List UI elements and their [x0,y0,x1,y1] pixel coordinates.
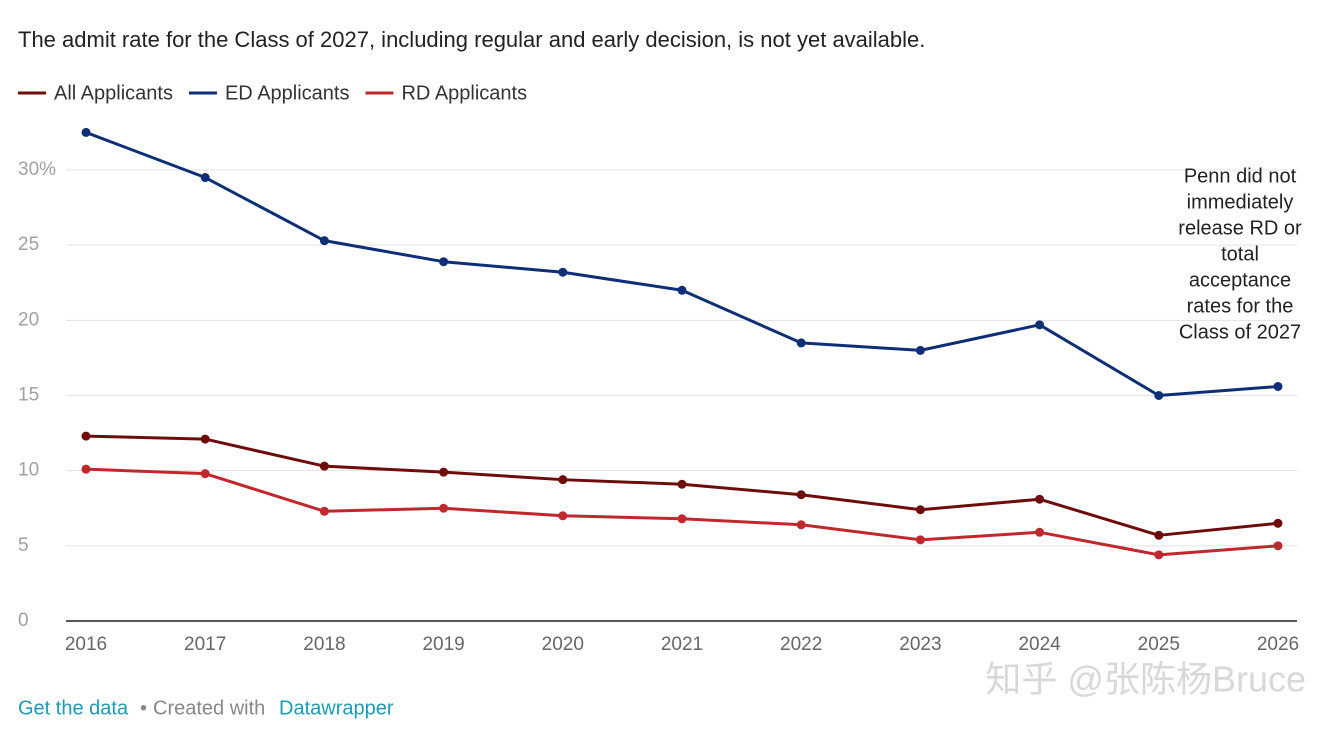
y-tick-label: 25 [18,234,39,255]
data-point [439,467,449,477]
x-tick-label: 2016 [65,634,107,655]
data-point [677,285,687,295]
data-point [558,475,568,485]
x-tick-label: 2017 [184,634,226,655]
data-point [796,490,806,500]
data-point [200,469,210,479]
data-point [81,431,91,441]
data-point [81,127,91,137]
credit: Created with [153,697,265,719]
x-tick-label: 2024 [1018,634,1061,655]
x-tick-label: 2025 [1138,634,1180,655]
data-point [1154,550,1164,560]
data-point [915,345,925,355]
annotation: acceptance [1189,269,1291,291]
x-tick-label: 2021 [661,634,703,655]
annotation: Penn did not [1184,165,1297,187]
y-tick-label: 15 [18,385,39,406]
x-tick-label: 2026 [1257,634,1299,655]
x-tick-label: 2019 [422,634,464,655]
data-point [677,514,687,524]
data-point [1154,530,1164,540]
data-point [319,506,329,516]
data-point [1035,527,1045,537]
watermark: 知乎 @张陈杨Bruce [985,659,1306,700]
annotation: release RD or [1178,217,1302,239]
data-point [319,236,329,246]
data-point [677,479,687,489]
data-point [1273,381,1283,391]
y-tick-label: 30% [18,159,56,180]
data-point [796,520,806,530]
data-point [796,338,806,348]
annotation: Class of 2027 [1179,321,1301,343]
y-tick-label: 20 [18,309,39,330]
series-line [85,131,1279,397]
y-tick-label: 10 [18,460,39,481]
tool-link[interactable]: Datawrapper [279,697,394,719]
data-point [200,173,210,183]
x-tick-label: 2022 [780,634,822,655]
data-point [558,511,568,521]
data-point [1273,541,1283,551]
data-point [439,257,449,267]
legend-label: ED Applicants [225,82,350,104]
data-point [1035,320,1045,330]
x-tick-label: 2020 [542,634,584,655]
data-point [1273,518,1283,528]
y-tick-label: 5 [18,535,29,556]
x-tick-label: 2023 [899,634,941,655]
legend-label: All Applicants [54,82,173,104]
data-point [558,267,568,277]
annotation: immediately [1187,191,1294,213]
separator: • [140,697,147,719]
data-link[interactable]: Get the data [18,697,129,719]
annotation: total [1221,243,1259,265]
footer: Get the data • Created with Datawrapper [18,697,394,719]
chart-title: The admit rate for the Class of 2027, in… [18,27,925,52]
data-point [915,505,925,515]
data-point [319,461,329,471]
data-point [1035,494,1045,504]
y-tick-label: 0 [18,610,29,631]
legend-label: RD Applicants [401,82,527,104]
data-point [200,434,210,444]
annotation: rates for the [1187,295,1294,317]
data-point [81,464,91,474]
data-point [1154,391,1164,400]
x-tick-label: 2018 [303,634,345,655]
data-point [915,535,925,545]
data-point [439,503,449,513]
